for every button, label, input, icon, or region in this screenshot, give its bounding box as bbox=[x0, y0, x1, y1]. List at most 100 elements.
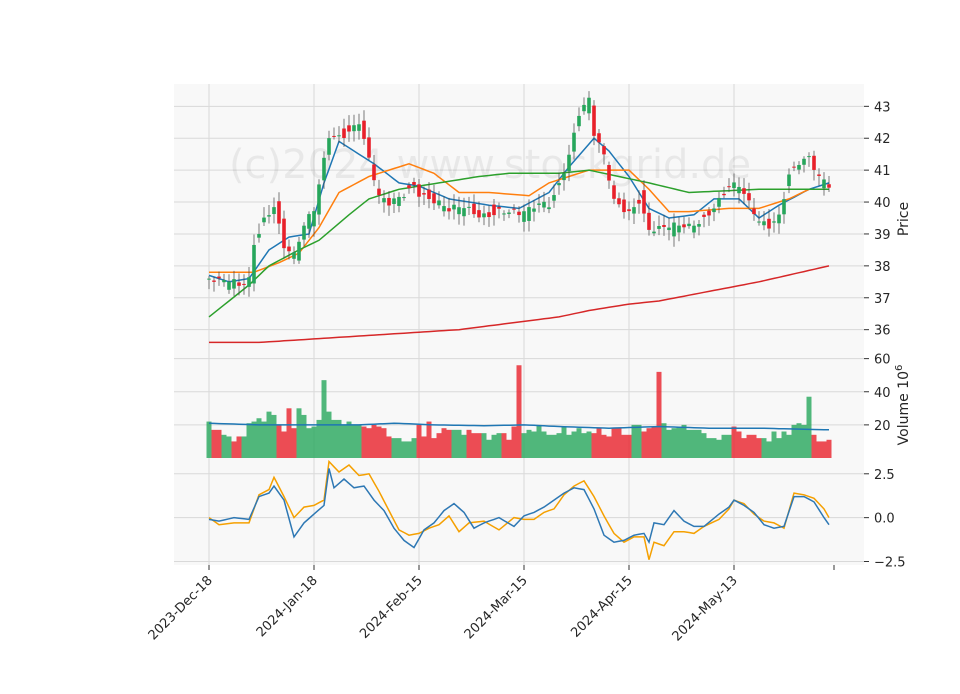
volume-bar bbox=[781, 431, 787, 458]
volume-bar bbox=[341, 424, 347, 458]
candle-body bbox=[782, 199, 786, 215]
candle-body bbox=[322, 157, 326, 181]
volume-bar bbox=[786, 434, 792, 458]
candle-body bbox=[217, 276, 221, 279]
volume-bar bbox=[771, 431, 777, 458]
candle-body bbox=[637, 199, 641, 204]
volume-bar bbox=[521, 433, 527, 458]
candle-body bbox=[652, 231, 656, 234]
candle-body bbox=[277, 201, 281, 224]
volume-bar bbox=[291, 428, 297, 458]
volume-bar bbox=[406, 441, 412, 458]
volume-bar bbox=[811, 434, 817, 458]
oscillator-line-orange bbox=[208, 459, 830, 560]
candle-body bbox=[767, 218, 771, 229]
volume-bar bbox=[481, 433, 487, 458]
volume-bar bbox=[431, 438, 437, 458]
price-tick-label: 39 bbox=[874, 228, 891, 243]
candle-body bbox=[792, 166, 796, 168]
volume-bar bbox=[596, 428, 602, 458]
volume-bar bbox=[551, 434, 557, 458]
candle-body bbox=[232, 279, 236, 289]
volume-bar bbox=[501, 433, 507, 458]
candle-body bbox=[667, 227, 671, 231]
volume-bar bbox=[626, 434, 632, 458]
volume-bar bbox=[316, 419, 322, 458]
candle-body bbox=[602, 146, 606, 155]
volume-bar bbox=[321, 380, 327, 458]
volume-bar bbox=[456, 429, 462, 458]
price-tick-label: 37 bbox=[874, 292, 891, 307]
volume-bar bbox=[586, 431, 592, 458]
volume-bar bbox=[451, 429, 457, 458]
volume-axis-label: Volume 106 bbox=[894, 365, 912, 446]
volume-bar bbox=[416, 424, 422, 458]
volume-bar bbox=[716, 439, 722, 458]
candle-body bbox=[287, 246, 291, 252]
candle-body bbox=[402, 197, 406, 199]
candle-body bbox=[417, 184, 421, 197]
sma-line-4 bbox=[209, 265, 830, 344]
oscillator-panel bbox=[174, 458, 864, 565]
candle-body bbox=[797, 164, 801, 170]
volume-bar bbox=[421, 436, 427, 458]
candle-body bbox=[297, 241, 301, 261]
candle-body bbox=[597, 133, 601, 143]
candle-body bbox=[662, 225, 666, 227]
candle-body bbox=[607, 165, 611, 181]
candle-body bbox=[527, 207, 531, 221]
volume-bar bbox=[721, 434, 727, 458]
volume-bar bbox=[561, 426, 567, 458]
candle-body bbox=[727, 186, 731, 188]
candle-body bbox=[737, 186, 741, 194]
volume-bar bbox=[621, 434, 627, 458]
volume-bar bbox=[251, 421, 257, 458]
candle-body bbox=[552, 195, 556, 201]
candle-body bbox=[742, 188, 746, 194]
volume-bar bbox=[231, 441, 237, 458]
candle-body bbox=[372, 164, 376, 181]
candle-body bbox=[422, 193, 426, 195]
volume-bar bbox=[556, 433, 562, 458]
volume-bar bbox=[336, 419, 342, 458]
candle-body bbox=[772, 221, 776, 223]
candlesticks bbox=[207, 91, 831, 297]
volume-bar bbox=[631, 424, 637, 458]
volume-bar bbox=[726, 434, 732, 458]
oscillator-tick-label: 0.0 bbox=[874, 512, 895, 527]
volume-bar bbox=[736, 431, 742, 458]
candle-body bbox=[517, 211, 521, 216]
candle-body bbox=[752, 208, 756, 215]
volume-bar bbox=[486, 439, 492, 458]
volume-bar bbox=[656, 371, 662, 458]
oscillator-tick-label: −2.5 bbox=[874, 555, 906, 570]
candle-body bbox=[682, 224, 686, 228]
volume-bar bbox=[791, 424, 797, 458]
volume-bar bbox=[461, 434, 467, 458]
volume-bar bbox=[541, 431, 547, 458]
x-tick-label: 2024-Jan-18 bbox=[254, 573, 321, 640]
candle-body bbox=[237, 282, 241, 286]
candle-body bbox=[252, 244, 256, 284]
volume-bar bbox=[366, 428, 372, 458]
x-tick-label: 2024-Feb-15 bbox=[357, 573, 426, 642]
volume-bar bbox=[591, 433, 597, 458]
candle-body bbox=[522, 211, 526, 222]
volume-bar bbox=[571, 431, 577, 458]
volume-bar bbox=[351, 424, 357, 458]
volume-bar bbox=[611, 428, 617, 458]
volume-bar bbox=[371, 424, 377, 458]
volume-bar bbox=[266, 411, 272, 458]
volume-bar bbox=[701, 433, 707, 458]
candle-body bbox=[822, 179, 826, 189]
volume-tick-label: 60 bbox=[874, 353, 891, 368]
volume-bar bbox=[221, 434, 227, 458]
sma-line-2 bbox=[209, 163, 829, 273]
volume-bars bbox=[206, 365, 832, 458]
candle-body bbox=[827, 184, 831, 188]
volume-bar bbox=[326, 411, 332, 458]
volume-bar bbox=[636, 424, 642, 458]
volume-bar bbox=[661, 423, 667, 458]
volume-bar bbox=[746, 434, 752, 458]
